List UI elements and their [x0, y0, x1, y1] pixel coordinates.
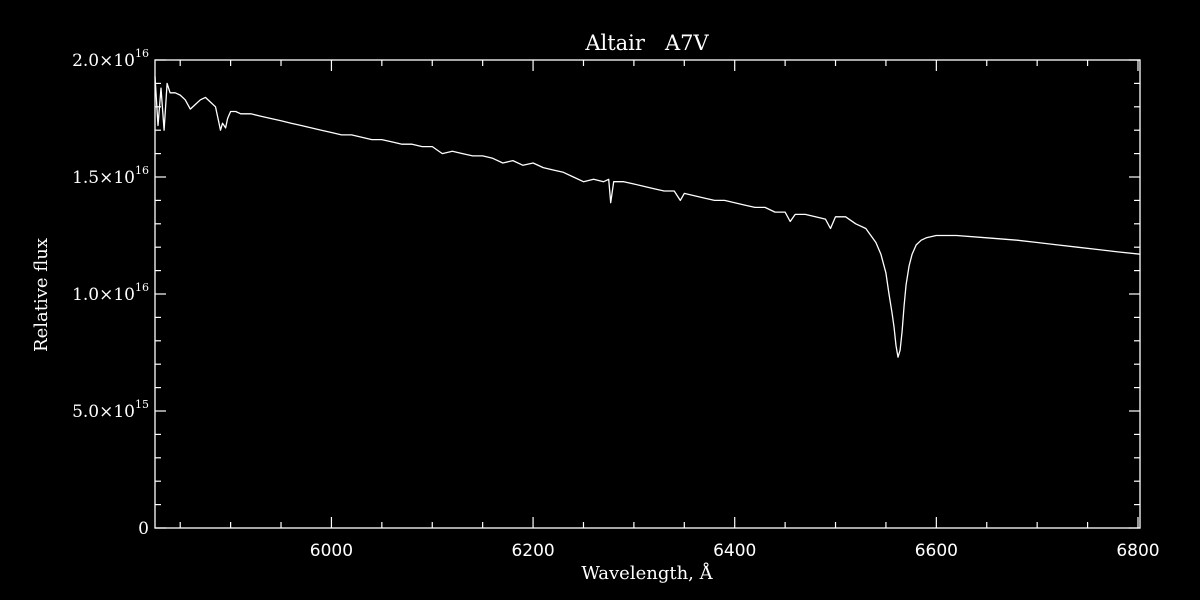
x-tick-labels: 6000 6200 6400 6600 6800 — [310, 541, 1160, 561]
spectrum-line — [154, 76, 1141, 358]
x-tick-label: 6000 — [310, 541, 353, 561]
y-tick-labels: 0 5.0×1015 1.0×1016 1.5×1016 2.0×1016 — [72, 47, 149, 539]
x-axis — [179, 60, 1139, 528]
x-tick-label: 6200 — [511, 541, 554, 561]
y-tick-label: 5.0×1015 — [72, 398, 149, 422]
y-tick-label: 2.0×1016 — [72, 47, 149, 71]
x-tick-label: 6800 — [1116, 541, 1159, 561]
chart-title: Altair A7V — [584, 31, 709, 55]
x-tick-label: 6600 — [915, 541, 958, 561]
y-tick-label: 0 — [138, 519, 149, 539]
y-axis — [155, 59, 1140, 529]
series-group — [154, 76, 1141, 358]
x-tick-label: 6400 — [713, 541, 756, 561]
y-axis-label: Relative flux — [31, 238, 52, 352]
y-tick-label: 1.0×1016 — [72, 281, 149, 305]
y-tick-label: 1.5×1016 — [72, 164, 149, 188]
x-axis-label: Wavelength, Å — [581, 562, 713, 584]
